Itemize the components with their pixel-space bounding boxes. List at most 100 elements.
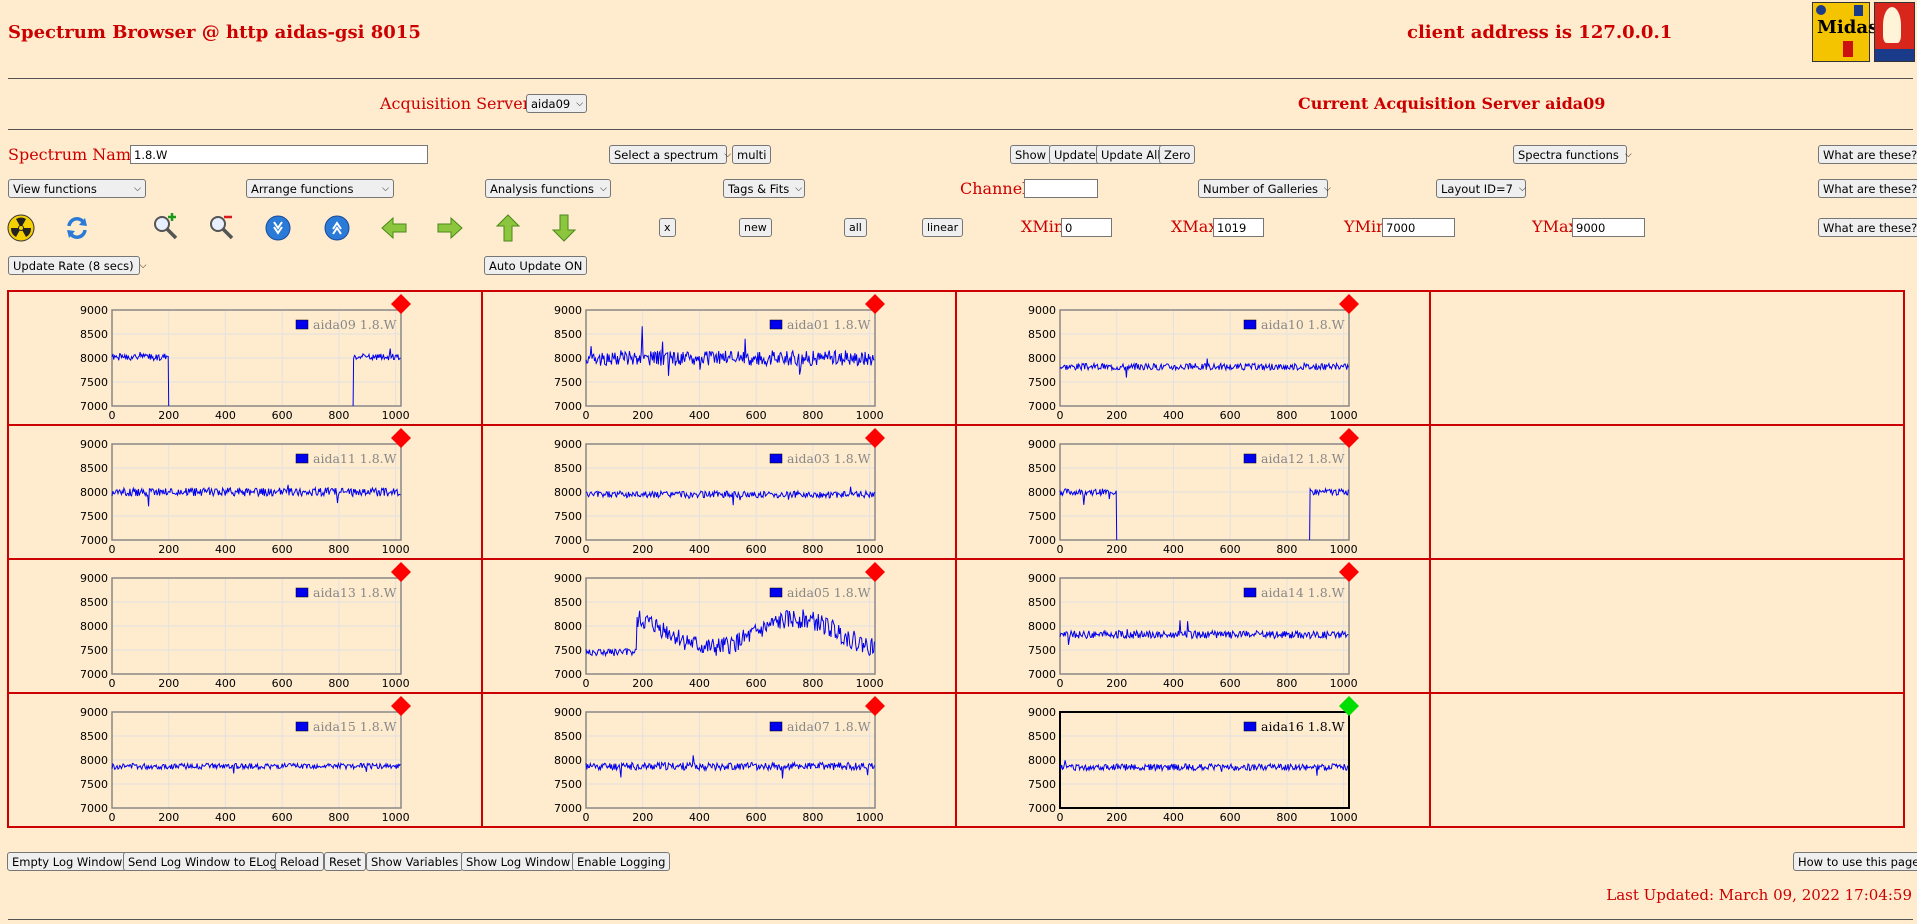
channel-input[interactable] (1024, 179, 1098, 198)
send-log-to-elog-button[interactable]: Send Log Window to ELog (123, 852, 282, 871)
x-tick-label: 800 (802, 811, 823, 824)
status-diamond-icon[interactable] (865, 428, 885, 448)
update-button[interactable]: Update (1049, 145, 1101, 164)
gallery-cell[interactable]: 7000 7500 8000 8500 9000 0 200 400 600 800 1000 aid… (7, 424, 484, 561)
ymax-input[interactable]: 9000 (1572, 218, 1645, 237)
gallery-cell[interactable]: 7000 7500 8000 8500 9000 0 200 400 600 800 1000 aid… (481, 692, 958, 829)
y-tick-label: 8500 (80, 596, 108, 609)
spectrum-chart[interactable]: 7000 7500 8000 8500 9000 0 200 400 600 800 1000 aid… (957, 560, 1432, 695)
gallery-cell[interactable]: 7000 7500 8000 8500 9000 0 200 400 600 800 1000 aid… (481, 424, 958, 561)
radiation-icon[interactable] (7, 214, 35, 242)
all-button[interactable]: all (844, 218, 867, 237)
linear-button[interactable]: linear (922, 218, 964, 237)
new-button[interactable]: new (739, 218, 772, 237)
x-tick-label: 600 (746, 677, 767, 690)
xmin-input[interactable]: 0 (1061, 218, 1112, 237)
spectrum-chart[interactable]: 7000 7500 8000 8500 9000 0 200 400 600 800 1000 aid… (483, 560, 958, 695)
chevron-down-icon: ⌵ (724, 149, 732, 160)
status-diamond-icon[interactable] (391, 562, 411, 582)
down-arrow-icon[interactable] (550, 214, 578, 242)
zoom-in-icon[interactable] (151, 213, 179, 241)
xmax-input[interactable]: 1019 (1213, 218, 1264, 237)
spectrum-name-input[interactable]: 1.8.W (130, 145, 428, 164)
arrange-functions-select[interactable]: Arrange functions ⌵ (246, 179, 394, 198)
show-log-window-button[interactable]: Show Log Window (461, 852, 576, 871)
spectrum-chart[interactable]: 7000 7500 8000 8500 9000 0 200 400 600 800 1000 aid… (483, 694, 958, 829)
spectrum-chart[interactable]: 7000 7500 8000 8500 9000 0 200 400 600 800 1000 aid… (957, 426, 1432, 561)
status-diamond-icon[interactable] (865, 294, 885, 314)
acquisition-server-select[interactable]: aida09 ⌵ (526, 94, 587, 113)
status-diamond-icon[interactable] (1339, 428, 1359, 448)
left-arrow-icon[interactable] (380, 214, 408, 242)
how-to-use-button[interactable]: How to use this page (1793, 852, 1917, 871)
tags-fits-select[interactable]: Tags & Fits ⌵ (723, 179, 805, 198)
analysis-functions-label: Analysis functions (490, 181, 595, 196)
what-are-these-button[interactable]: What are these? (1818, 145, 1917, 164)
gallery-cell[interactable]: 7000 7500 8000 8500 9000 0 200 400 600 800 1000 aid… (481, 290, 958, 427)
spectrum-chart[interactable]: 7000 7500 8000 8500 9000 0 200 400 600 800 1000 aid… (483, 426, 958, 561)
up-arrow-icon[interactable] (494, 214, 522, 242)
status-diamond-icon[interactable] (1339, 294, 1359, 314)
x-tick-label: 200 (1106, 811, 1127, 824)
layout-id-select[interactable]: Layout ID=7 ⌵ (1436, 179, 1526, 198)
status-diamond-icon[interactable] (391, 696, 411, 716)
show-button[interactable]: Show (1010, 145, 1052, 164)
gallery-cell[interactable]: 7000 7500 8000 8500 9000 0 200 400 600 800 1000 aid… (481, 558, 958, 695)
select-spectrum-select[interactable]: Select a spectrum ⌵ (609, 145, 731, 164)
chevron-down-icon: ⌵ (134, 183, 141, 194)
x-tick-label: 600 (1220, 811, 1241, 824)
x-tick-label: 200 (632, 811, 653, 824)
gallery-cell[interactable]: 7000 7500 8000 8500 9000 0 200 400 600 800 1000 aid… (955, 290, 1432, 427)
status-diamond-icon[interactable] (391, 294, 411, 314)
zoom-out-icon[interactable] (207, 213, 235, 241)
spectrum-chart[interactable]: 7000 7500 8000 8500 9000 0 200 400 600 800 1000 aid… (9, 694, 484, 829)
spectrum-chart[interactable]: 7000 7500 8000 8500 9000 0 200 400 600 800 1000 aid… (9, 292, 484, 427)
analysis-functions-select[interactable]: Analysis functions ⌵ (485, 179, 611, 198)
gallery-cell[interactable]: 7000 7500 8000 8500 9000 0 200 400 600 800 1000 aid… (7, 290, 484, 427)
status-diamond-icon[interactable] (391, 428, 411, 448)
zero-button[interactable]: Zero (1159, 145, 1196, 164)
y-tick-label: 9000 (80, 304, 108, 317)
enable-logging-button[interactable]: Enable Logging (572, 852, 671, 871)
gallery-cell[interactable]: 7000 7500 8000 8500 9000 0 200 400 600 800 1000 aid… (955, 692, 1432, 829)
reset-button[interactable]: Reset (324, 852, 367, 871)
status-diamond-icon[interactable] (865, 562, 885, 582)
up-arrow-circle-icon[interactable] (323, 214, 351, 242)
number-of-galleries-select[interactable]: Number of Galleries ⌵ (1198, 179, 1331, 198)
gallery-cell[interactable]: 7000 7500 8000 8500 9000 0 200 400 600 800 1000 aid… (7, 692, 484, 829)
what-are-these-button[interactable]: What are these? (1818, 179, 1917, 198)
reload-button[interactable]: Reload (275, 852, 325, 871)
y-tick-label: 8500 (554, 596, 582, 609)
ymin-label: YMin (1344, 217, 1387, 236)
plot-frame (1059, 711, 1350, 809)
refresh-icon[interactable] (63, 214, 91, 242)
x-tick-label: 0 (109, 543, 116, 556)
spectrum-chart[interactable]: 7000 7500 8000 8500 9000 0 200 400 600 800 1000 aid… (957, 694, 1432, 829)
gallery-cell[interactable]: 7000 7500 8000 8500 9000 0 200 400 600 800 1000 aid… (955, 558, 1432, 695)
status-diamond-icon[interactable] (865, 696, 885, 716)
view-functions-select[interactable]: View functions ⌵ (8, 179, 146, 198)
spectrum-chart[interactable]: 7000 7500 8000 8500 9000 0 200 400 600 800 1000 aid… (9, 560, 484, 695)
update-all-button[interactable]: Update All (1096, 145, 1166, 164)
update-rate-select[interactable]: Update Rate (8 secs) ⌵ (8, 256, 146, 275)
spectra-functions-select[interactable]: Spectra functions ⌵ (1513, 145, 1632, 164)
empty-log-window-button[interactable]: Empty Log Window (7, 852, 128, 871)
gallery-cell[interactable]: 7000 7500 8000 8500 9000 0 200 400 600 800 1000 aid… (955, 424, 1432, 561)
what-are-these-button[interactable]: What are these? (1818, 218, 1917, 237)
gallery-cell[interactable]: 7000 7500 8000 8500 9000 0 200 400 600 800 1000 aid… (7, 558, 484, 695)
spectrum-chart[interactable]: 7000 7500 8000 8500 9000 0 200 400 600 800 1000 aid… (9, 426, 484, 561)
x-tick-label: 600 (272, 409, 293, 422)
right-arrow-icon[interactable] (436, 214, 464, 242)
spectrum-chart[interactable]: 7000 7500 8000 8500 9000 0 200 400 600 800 1000 aid… (957, 292, 1432, 427)
spectrum-chart[interactable]: 7000 7500 8000 8500 9000 0 200 400 600 800 1000 aid… (483, 292, 958, 427)
ymin-input[interactable]: 7000 (1382, 218, 1455, 237)
x-button[interactable]: x (659, 218, 676, 237)
down-arrow-circle-icon[interactable] (264, 214, 292, 242)
x-tick-label: 600 (746, 811, 767, 824)
multi-button[interactable]: multi (732, 145, 772, 164)
show-variables-button[interactable]: Show Variables (366, 852, 464, 871)
auto-update-button[interactable]: Auto Update ON (484, 256, 588, 275)
status-diamond-icon[interactable] (1339, 562, 1359, 582)
x-tick-label: 600 (1220, 409, 1241, 422)
status-diamond-icon[interactable] (1339, 696, 1359, 716)
